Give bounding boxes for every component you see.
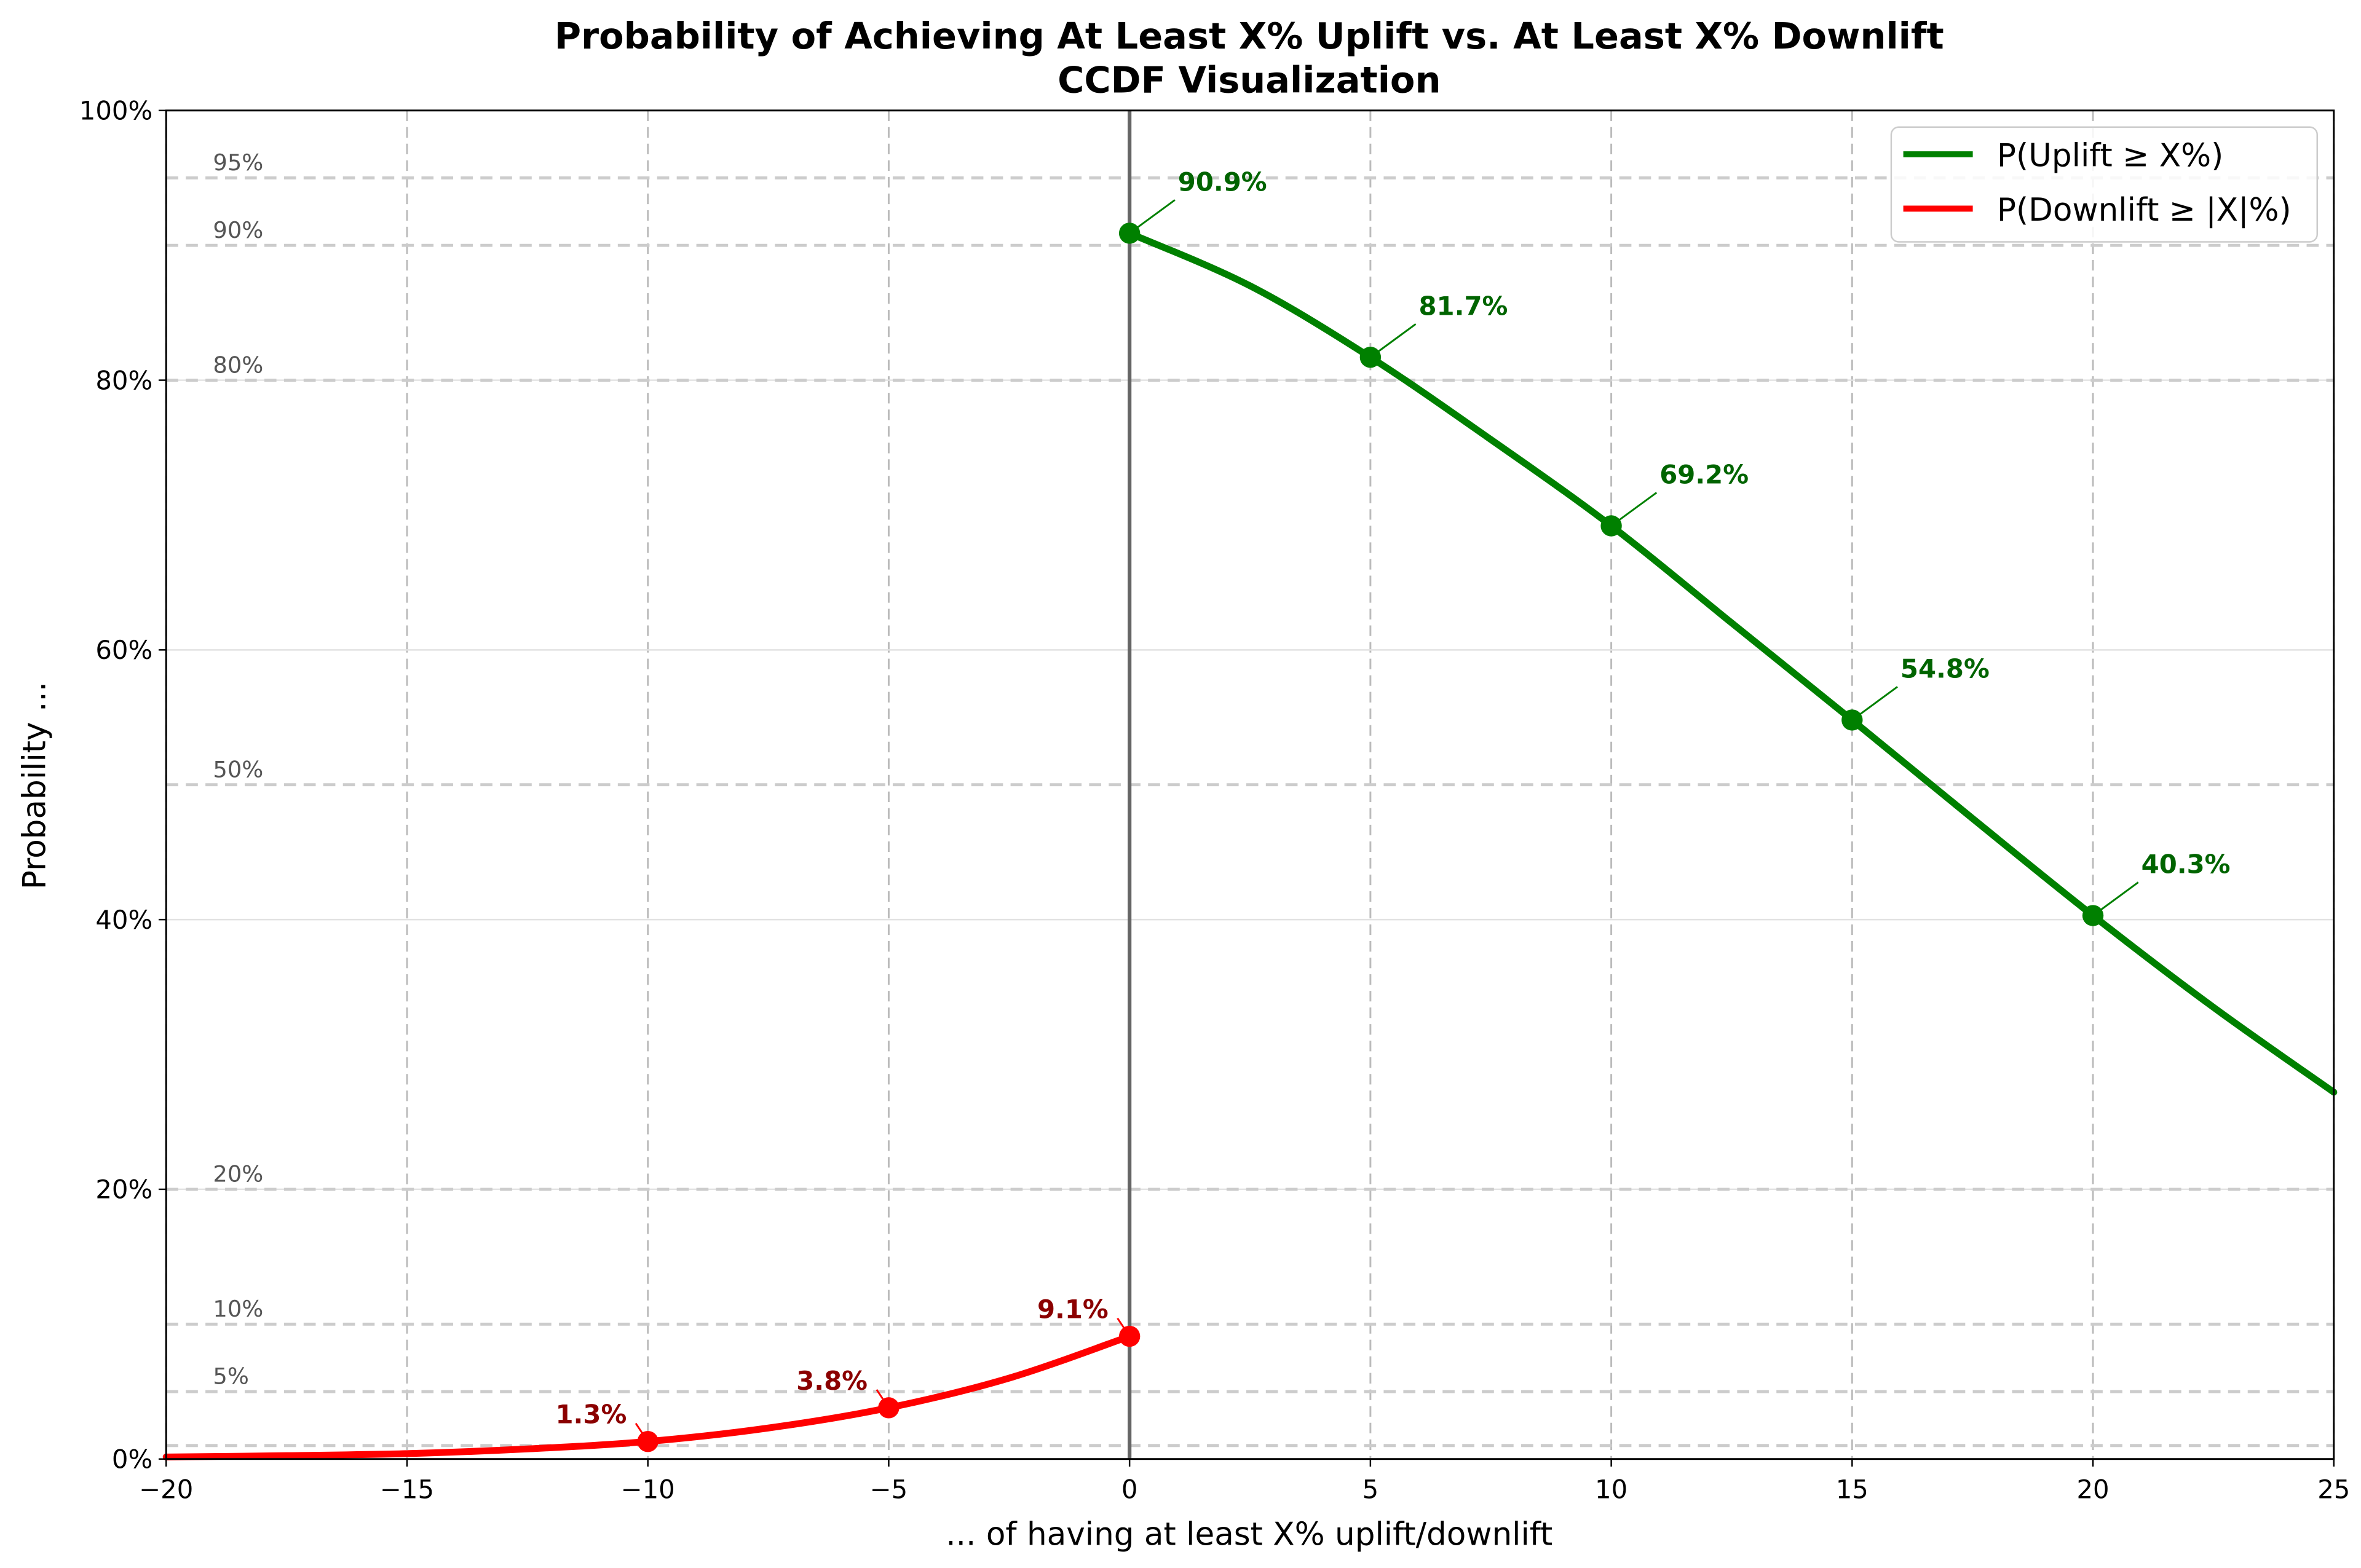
data-point-uplift [2082, 905, 2104, 926]
y-tick-label: 100% [79, 96, 152, 126]
data-label-downlift: 1.3% [556, 1400, 627, 1430]
data-label-downlift: 9.1% [1037, 1294, 1109, 1325]
data-point-downlift [1118, 1325, 1141, 1347]
x-tick-label: −20 [139, 1475, 193, 1505]
reference-line-label: 50% [213, 756, 263, 782]
x-tick-label: −15 [380, 1475, 434, 1505]
data-point-uplift [1600, 515, 1622, 537]
chart-title: Probability of Achieving At Least X% Upl… [555, 15, 1944, 57]
series-line-uplift [1126, 229, 2338, 1096]
reference-line-label: 95% [213, 149, 263, 176]
x-tick-label: 20 [2076, 1475, 2109, 1505]
data-label-uplift: 69.2% [1659, 460, 1749, 490]
data-point-uplift [1359, 347, 1382, 368]
data-label-downlift: 3.8% [796, 1366, 868, 1396]
data-point-downlift [637, 1430, 658, 1452]
x-axis-label: ... of having at least X% uplift/downlif… [946, 1516, 1552, 1553]
y-tick-label: 20% [95, 1175, 152, 1205]
x-tick-label: 15 [1836, 1475, 1869, 1505]
data-label-uplift: 90.9% [1178, 167, 1267, 197]
legend-label-downlift: P(Downlift ≥ |X|%) [1997, 192, 2292, 229]
plot-frame [165, 109, 2335, 1460]
legend-label-uplift: P(Uplift ≥ X%) [1997, 138, 2223, 175]
chart-subtitle: CCDF Visualization [1058, 58, 1441, 101]
x-tick-label: −5 [870, 1475, 908, 1505]
legend: P(Uplift ≥ X%) P(Downlift ≥ |X|%) [1890, 126, 2318, 243]
reference-line-label: 20% [213, 1161, 263, 1188]
data-label-uplift: 40.3% [2142, 849, 2231, 880]
reference-line-label: 80% [213, 352, 263, 378]
data-label-uplift: 54.8% [1900, 654, 1990, 684]
data-point-downlift [878, 1397, 900, 1419]
data-point-uplift [1118, 223, 1141, 244]
x-tick-label: 0 [1121, 1475, 1138, 1505]
x-tick-label: 10 [1595, 1475, 1627, 1505]
y-tick-label: 40% [95, 905, 152, 935]
reference-line-label: 90% [213, 217, 263, 243]
reference-lines: 95% 90% 80% 50% 20% 10% 5% [166, 110, 2334, 1459]
y-tick-label: 0% [112, 1444, 152, 1474]
x-tick-label: 25 [2317, 1475, 2350, 1505]
reference-line-label: 10% [213, 1296, 263, 1322]
data-label-uplift: 81.7% [1418, 291, 1508, 321]
x-tick-label: 5 [1362, 1475, 1379, 1505]
y-axis-label: Probability ... [17, 682, 53, 889]
axis-ticks: −20 −15 −10 −5 0 5 10 15 20 25 0% 20% 40% 60% 80% 100% [79, 96, 2351, 1505]
reference-line-label: 5% [213, 1363, 248, 1390]
series-layer: 90.9% 81.7% 69.2% 54.8% 40.3% 1.3% 3.8% 9.1% [162, 167, 2338, 1460]
x-tick-label: −10 [621, 1475, 675, 1505]
legend-box [1890, 126, 2318, 243]
data-point-uplift [1841, 709, 1863, 731]
y-tick-label: 80% [95, 365, 152, 395]
y-tick-label: 60% [95, 635, 152, 665]
